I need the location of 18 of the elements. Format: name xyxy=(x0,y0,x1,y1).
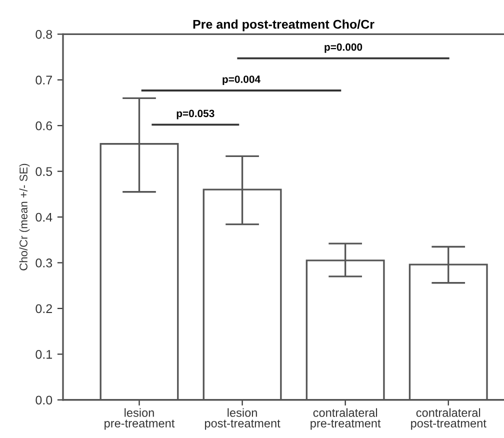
chart-title: Pre and post-treatment Cho/Cr xyxy=(193,20,374,32)
y-tick-label: 0.7 xyxy=(36,76,52,85)
y-tick-label: 0.4 xyxy=(36,212,52,222)
annotation: p=0.053 xyxy=(176,110,214,120)
annotation: p=0.004 xyxy=(222,76,260,85)
x-tick-label: contralateral post-treatment xyxy=(411,408,486,430)
y-tick-label: 0.3 xyxy=(36,258,52,268)
y-tick-label: 0.5 xyxy=(36,167,52,176)
x-tick-label: lesion post-treatment xyxy=(204,408,280,430)
y-axis-title: Cho/Cr (mean +/- SE) xyxy=(19,164,30,270)
y-tick-label: 0.2 xyxy=(36,304,52,314)
annotation: p=0.000 xyxy=(324,43,362,53)
x-tick-label: contralateral pre-treatment xyxy=(310,408,381,430)
y-tick-label: 0.6 xyxy=(36,121,52,130)
y-tick-label: 0.8 xyxy=(36,30,52,39)
y-tick-label: 0.1 xyxy=(36,350,52,359)
x-tick-label: lesion pre-treatment xyxy=(104,408,175,430)
y-tick-label: 0.0 xyxy=(36,396,52,405)
